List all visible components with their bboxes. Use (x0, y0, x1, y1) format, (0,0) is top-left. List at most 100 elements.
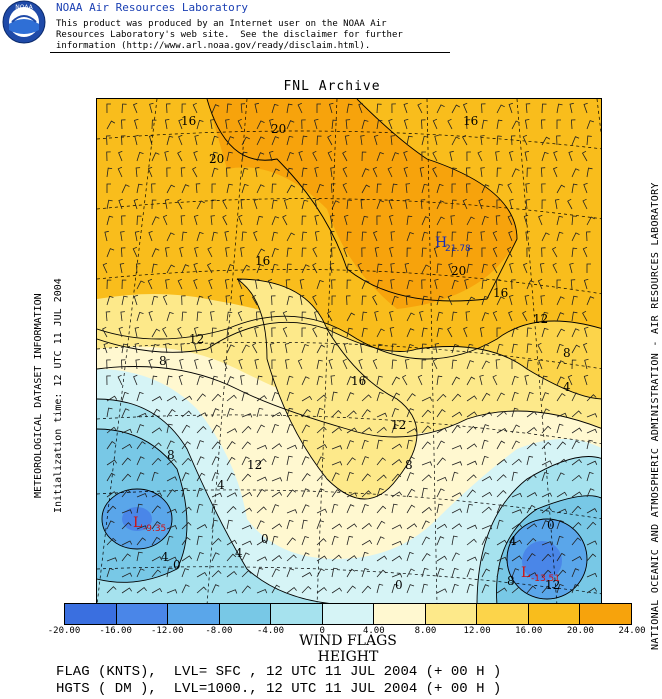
wind-barb (391, 491, 403, 498)
wind-barb (132, 102, 138, 114)
contour-label: 12 (533, 312, 548, 326)
wind-barb (376, 119, 383, 130)
wind-barb (256, 184, 265, 194)
wind-barb (271, 443, 282, 450)
wind-barb (406, 215, 413, 226)
wind-barb (181, 295, 186, 306)
contour-label: 16 (463, 114, 478, 128)
contour-label: 8 (405, 458, 413, 472)
wind-barb (282, 310, 288, 322)
wind-barb (421, 231, 429, 242)
wind-barb (301, 473, 311, 482)
wind-barb (586, 572, 598, 578)
wind-barb (151, 152, 160, 162)
wind-barb (481, 584, 490, 594)
wind-barb (316, 508, 328, 514)
wind-barb (286, 455, 293, 466)
wind-barb (316, 359, 323, 370)
wind-barb (316, 538, 327, 546)
color-scale-tick-label: -20.00 (47, 626, 81, 636)
wind-barb (103, 342, 108, 354)
wind-barb (360, 199, 366, 210)
wind-barb (571, 311, 578, 322)
wind-barb (541, 585, 552, 594)
wind-barb (346, 327, 353, 338)
wind-barb (181, 522, 192, 530)
wind-barb (376, 375, 383, 386)
wind-barb (316, 520, 325, 530)
wind-barb (136, 551, 143, 562)
wind-barb (256, 136, 265, 146)
wind-barb (331, 567, 338, 578)
wind-barb (226, 506, 237, 514)
contour-label: 12 (247, 458, 262, 472)
wind-barb (106, 151, 111, 162)
wind-barb (421, 583, 428, 594)
wind-barb (301, 572, 313, 578)
wind-barb (256, 424, 265, 434)
wind-barb (164, 150, 169, 162)
wind-barb (285, 279, 291, 290)
wind-barb (241, 413, 253, 418)
wind-barb (571, 168, 580, 178)
wind-barb (256, 120, 265, 130)
wind-barb (434, 343, 440, 354)
wind-barb (586, 587, 598, 594)
wind-barb (271, 216, 280, 226)
wind-barb (297, 102, 303, 114)
wind-barb (361, 522, 372, 530)
wind-barb (301, 327, 306, 337)
wind-barb (269, 150, 274, 162)
wind-barb (571, 359, 577, 370)
wind-barb (166, 535, 174, 546)
wind-barb (301, 395, 313, 402)
wind-barb (330, 231, 335, 242)
wind-barb (166, 556, 178, 562)
wind-barb (346, 492, 358, 498)
lab-name-link[interactable]: NOAA Air Resources Laboratory (56, 1, 249, 14)
wind-barb (117, 374, 123, 386)
wind-barb (106, 407, 113, 418)
wind-barb (391, 443, 403, 450)
wind-barb (462, 198, 468, 210)
wind-barb (271, 535, 279, 546)
wind-barb (238, 214, 243, 226)
wind-barb (509, 150, 514, 162)
wind-barb (286, 586, 297, 594)
wind-barb (524, 151, 530, 162)
wind-barb (526, 411, 537, 418)
wind-barb (537, 278, 543, 290)
wind-barb (106, 472, 116, 482)
wind-barb (210, 119, 215, 130)
wind-barb (237, 326, 243, 338)
wind-barb (241, 183, 249, 194)
contours (97, 99, 601, 603)
color-scale-tick-label: 0 (319, 626, 325, 636)
wind-barb (406, 247, 412, 258)
wind-barb (507, 214, 513, 226)
wind-barb (451, 376, 460, 386)
wind-barb (391, 103, 396, 114)
color-scale-tick-label: 12.00 (463, 626, 491, 636)
noaa-seal-icon[interactable]: NOAA (2, 0, 46, 44)
wind-barb (582, 198, 588, 210)
wind-barb (511, 492, 523, 498)
wind-barb (253, 230, 258, 242)
wind-barb (417, 374, 423, 386)
wind-barb (420, 199, 426, 210)
wind-barb (436, 567, 444, 578)
wind-barb (556, 508, 568, 514)
wind-barb (314, 199, 320, 210)
wind-barbs (102, 102, 598, 594)
wind-barb (346, 376, 355, 386)
wind-barb (136, 472, 145, 482)
wind-barb (282, 326, 288, 338)
wind-barb (388, 198, 393, 210)
wind-barb (511, 458, 522, 466)
wind-barb (226, 103, 232, 114)
wind-barb (286, 263, 292, 274)
wind-barb (211, 183, 216, 193)
wind-barb (372, 294, 378, 306)
wind-barb (206, 262, 213, 274)
wind-barb (166, 476, 178, 482)
